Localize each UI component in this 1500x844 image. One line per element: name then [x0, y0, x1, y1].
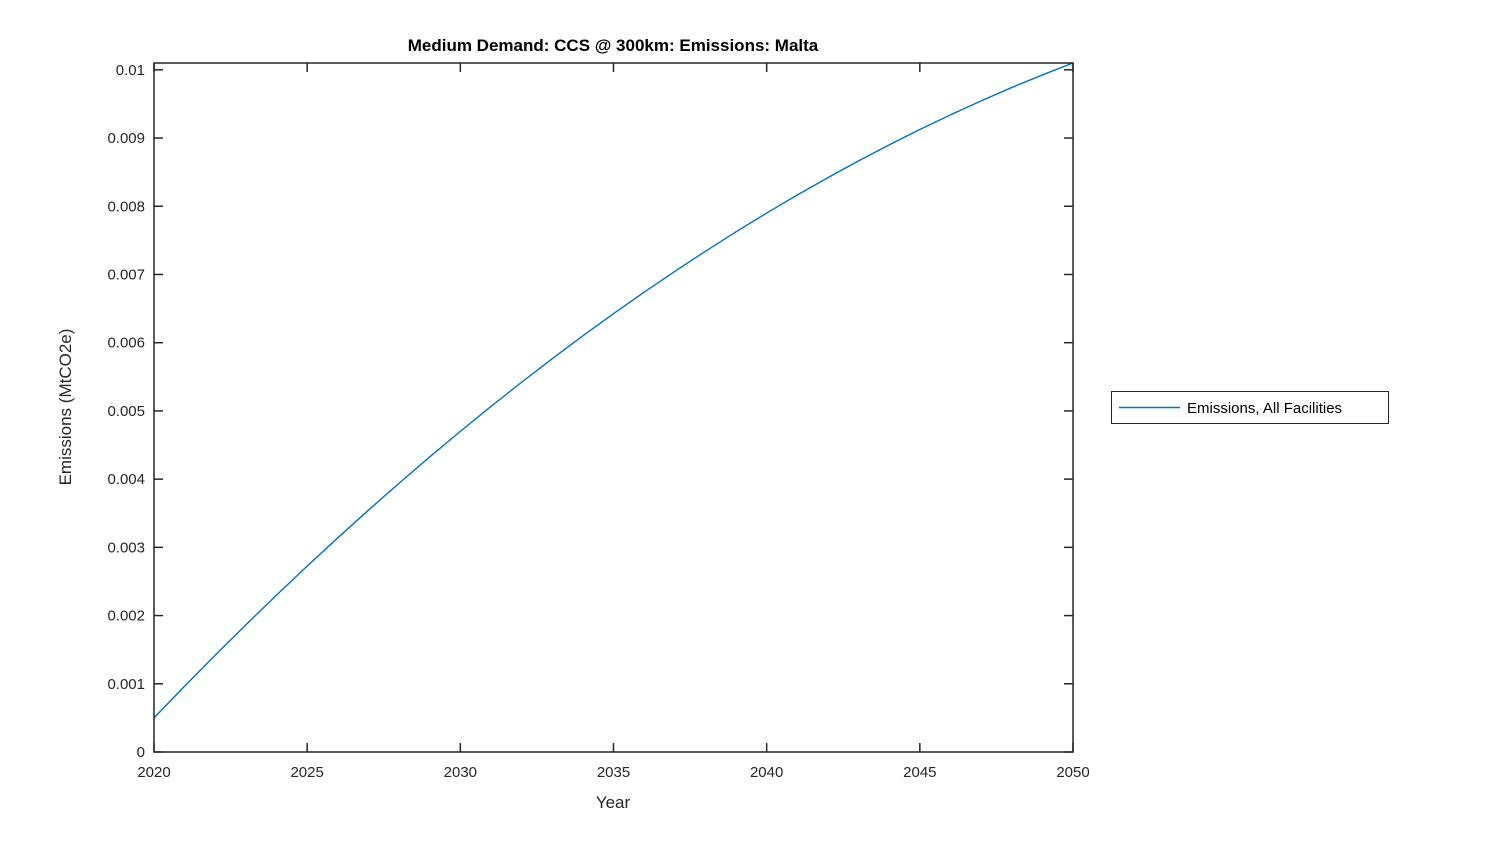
tick-label: 0.005	[107, 403, 145, 420]
tick-label: 2020	[137, 764, 170, 781]
legend: Emissions, All Facilities	[1111, 391, 1389, 424]
tick-label: 0.004	[107, 471, 145, 488]
y-tick-labels: 0 0.001 0.002 0.003 0.004 0.005 0.006 0.007 0.00…	[107, 62, 145, 761]
chart-title: Medium Demand: CCS @ 300km: Emissions: M…	[408, 36, 819, 55]
y-axis-label: Emissions (MtCO2e)	[56, 329, 75, 486]
tick-label: 0.006	[107, 335, 145, 352]
tick-label: 2025	[290, 764, 323, 781]
legend-label: Emissions, All Facilities	[1187, 400, 1342, 417]
tick-label: 2035	[597, 764, 630, 781]
plot-border	[153, 62, 1074, 753]
x-tick-labels: 2020 2025 2030 2035 2040 2045 2050	[137, 764, 1089, 781]
tick-label: 2040	[750, 764, 783, 781]
tick-label: 0.007	[107, 266, 145, 283]
tick-label: 0.008	[107, 198, 145, 215]
tick-label: 2045	[903, 764, 936, 781]
tick-label: 2030	[444, 764, 477, 781]
plot-background	[154, 63, 1073, 752]
tick-label: 0.003	[107, 539, 145, 556]
tick-label: 0.001	[107, 676, 145, 693]
tick-label: 0.01	[116, 62, 145, 79]
x-axis-label: Year	[596, 793, 631, 812]
y-ticks	[154, 69, 1073, 753]
tick-label: 2050	[1056, 764, 1089, 781]
tick-label: 0	[137, 744, 145, 761]
tick-label: 0.002	[107, 608, 145, 625]
emissions-line	[153, 62, 1074, 719]
tick-label: 0.009	[107, 130, 145, 147]
